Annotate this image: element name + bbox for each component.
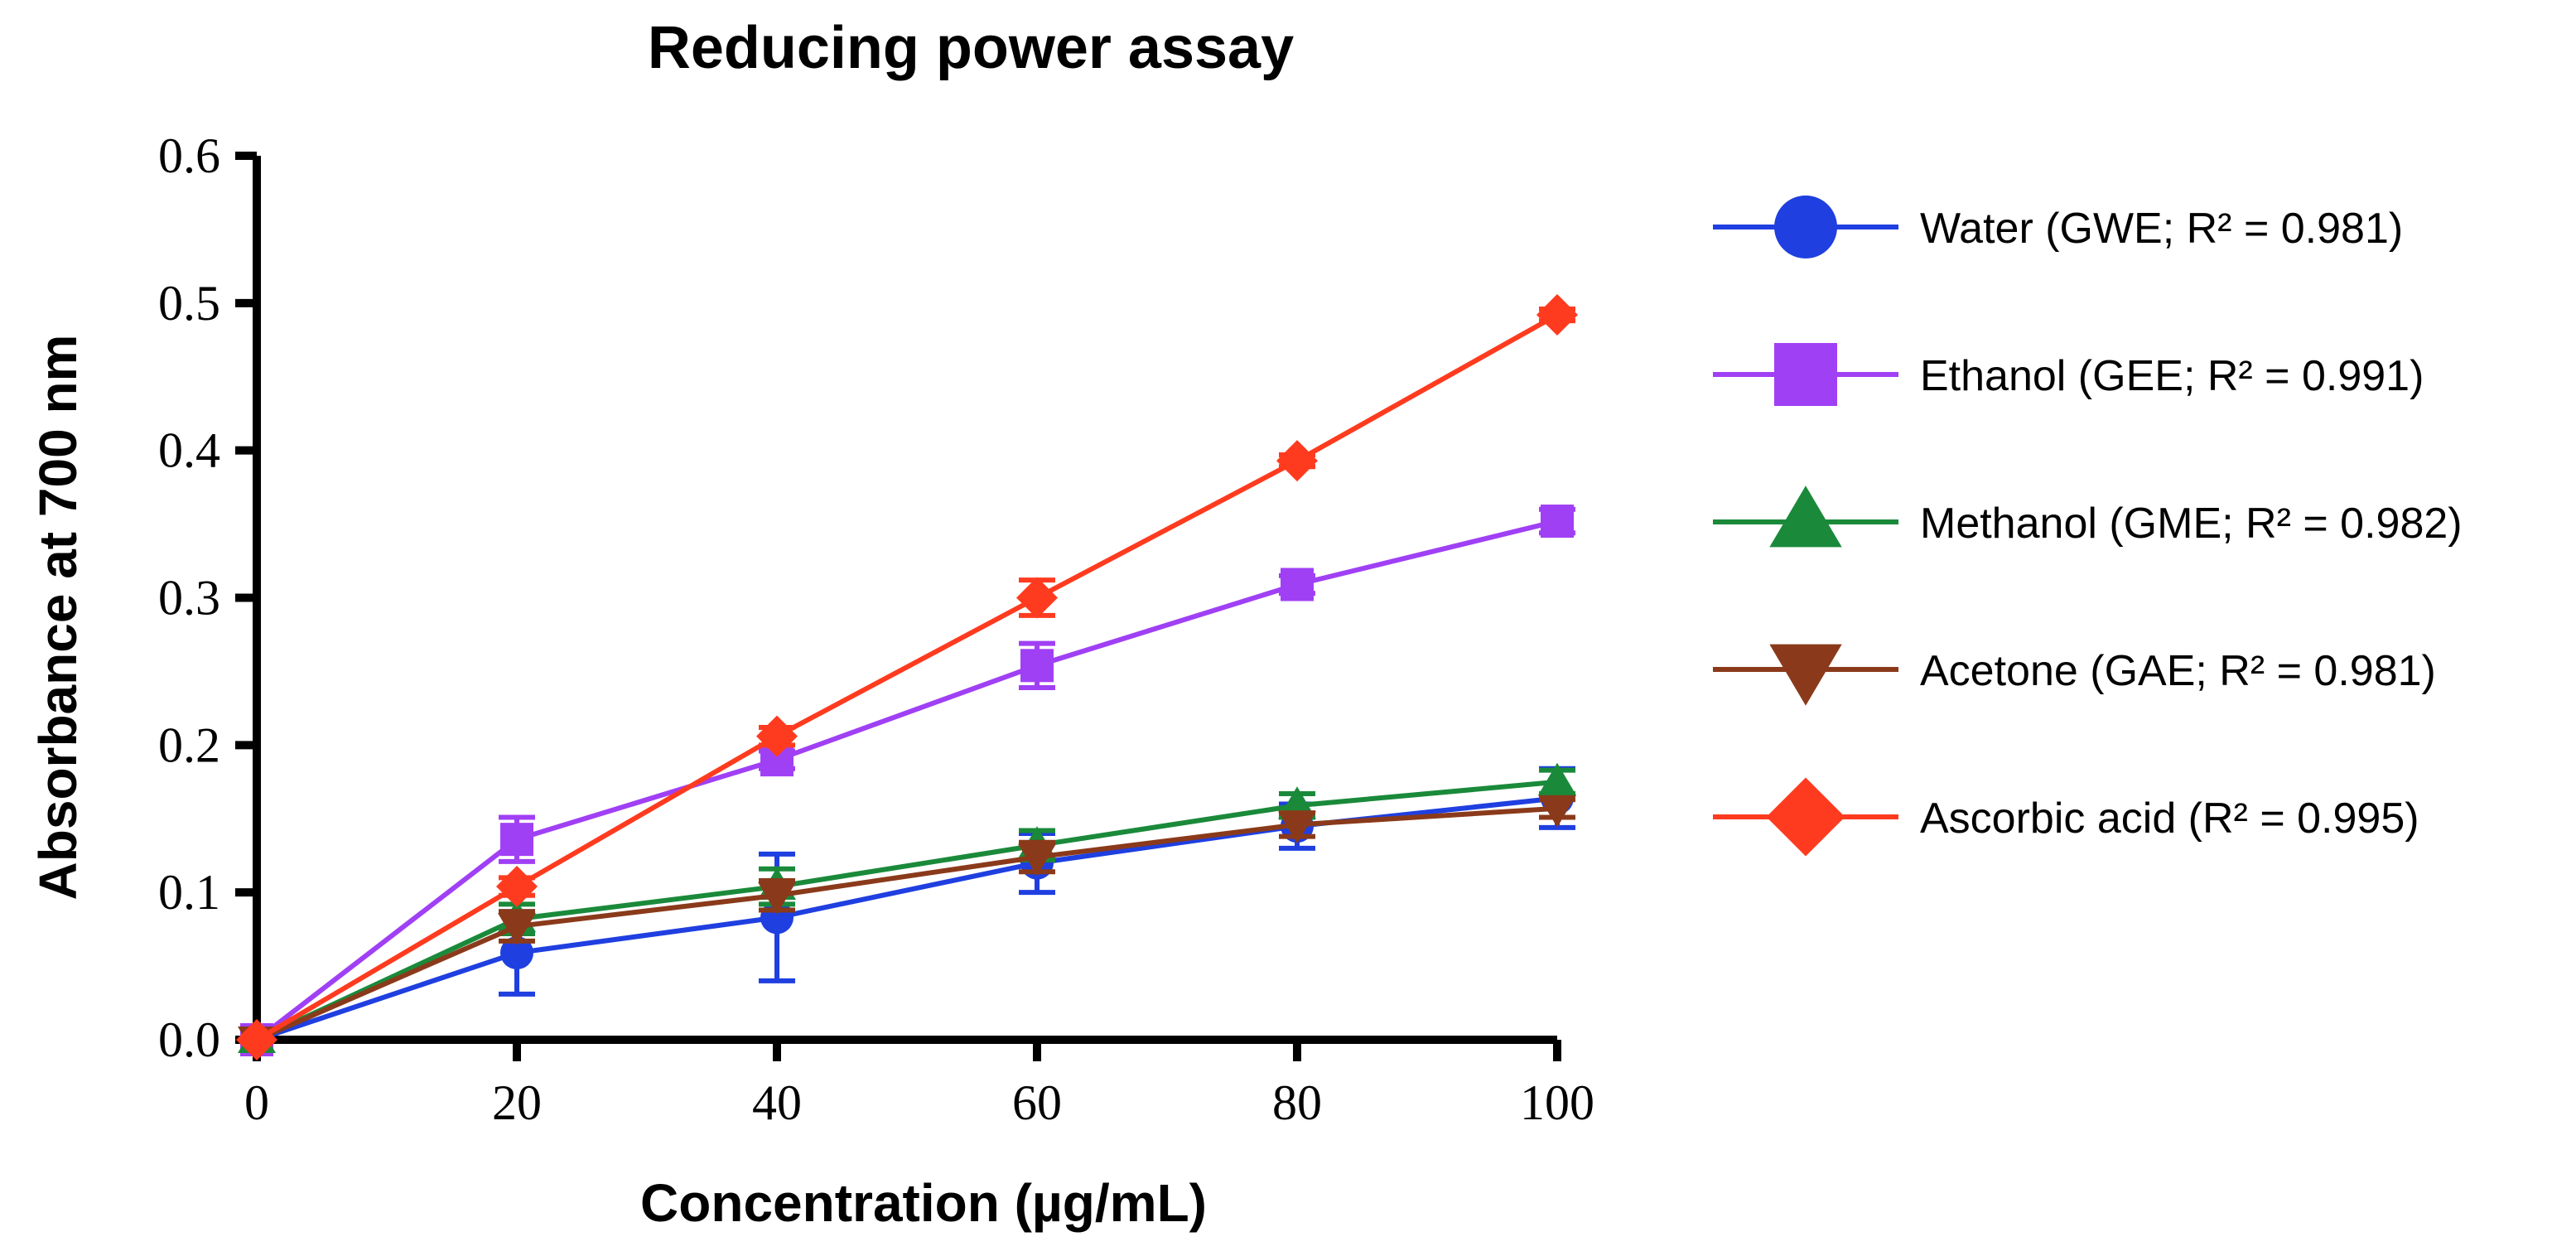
y-tick-label: 0.5	[158, 276, 220, 331]
data-point	[758, 882, 796, 915]
series-4	[238, 795, 1576, 1059]
y-tick-label: 0.0	[158, 1012, 220, 1067]
legend-entry-2: Ethanol (GEE; R² = 0.991)	[1713, 343, 2424, 406]
plot-area: 0.0 0.1 0.2 0.3 0.4 0.5 0.6 0 20 40 60 80 100	[158, 128, 1594, 1130]
legend-marker	[1766, 777, 1845, 857]
legend-marker	[1774, 343, 1837, 406]
series-5	[236, 294, 1578, 1060]
data-point	[756, 715, 798, 757]
legend-marker	[1769, 644, 1842, 706]
series-3	[238, 762, 1576, 1053]
legend-marker	[1769, 485, 1842, 548]
series-line	[255, 312, 1559, 1042]
data-point	[498, 913, 536, 946]
data-point	[1538, 762, 1576, 795]
series-2	[240, 505, 1575, 1056]
series-line	[256, 795, 1558, 1042]
y-tick-label: 0.3	[158, 571, 220, 626]
x-tick-label: 20	[492, 1075, 542, 1130]
legend-entry-4: Acetone (GAE; R² = 0.981)	[1713, 644, 2436, 706]
legend-label: Methanol (GME; R² = 0.982)	[1920, 500, 2463, 548]
y-tick-label: 0.2	[158, 717, 220, 772]
data-point	[236, 1019, 277, 1060]
data-point	[1281, 568, 1314, 601]
data-point	[1536, 294, 1578, 336]
data-point	[1541, 505, 1574, 539]
series-line	[255, 779, 1558, 1042]
legend-entry-3: Methanol (GME; R² = 0.982)	[1713, 485, 2463, 548]
x-tick-label: 40	[752, 1075, 802, 1130]
y-tick-label: 0.6	[158, 128, 220, 183]
legend-label: Water (GWE; R² = 0.981)	[1920, 205, 2403, 253]
data-point	[1276, 440, 1318, 482]
x-tick-label: 0	[244, 1075, 269, 1130]
x-axis-label: Concentration (µg/mL)	[640, 1173, 1207, 1233]
data-point	[500, 936, 533, 970]
data-point	[1538, 795, 1576, 828]
x-tick-label: 60	[1012, 1075, 1062, 1130]
legend: Water (GWE; R² = 0.981) Ethanol (GEE; R² …	[1713, 196, 2463, 857]
data-point	[1278, 811, 1316, 844]
series-line	[255, 805, 1558, 1042]
legend-label: Ascorbic acid (R² = 0.995)	[1920, 795, 2419, 843]
legend-entry-5: Ascorbic acid (R² = 0.995)	[1713, 777, 2419, 857]
series-1	[240, 766, 1575, 1056]
legend-label: Acetone (GAE; R² = 0.981)	[1920, 647, 2436, 695]
chart-title: Reducing power assay	[648, 15, 1294, 81]
x-tick-label: 80	[1272, 1075, 1322, 1130]
series-line	[255, 519, 1558, 1042]
legend-label: Ethanol (GEE; R² = 0.991)	[1920, 352, 2424, 400]
legend-marker	[1774, 196, 1837, 258]
data-point	[1018, 843, 1056, 877]
legend-entry-1: Water (GWE; R² = 0.981)	[1713, 196, 2403, 258]
y-axis-label: Absorbance at 700 nm	[28, 335, 88, 901]
y-tick-label: 0.1	[158, 865, 220, 920]
y-tick-label: 0.4	[158, 423, 220, 478]
data-point	[496, 866, 538, 908]
data-point	[500, 823, 533, 857]
x-tick-label: 100	[1520, 1075, 1594, 1130]
data-point	[1016, 577, 1058, 619]
data-point	[1020, 649, 1054, 683]
